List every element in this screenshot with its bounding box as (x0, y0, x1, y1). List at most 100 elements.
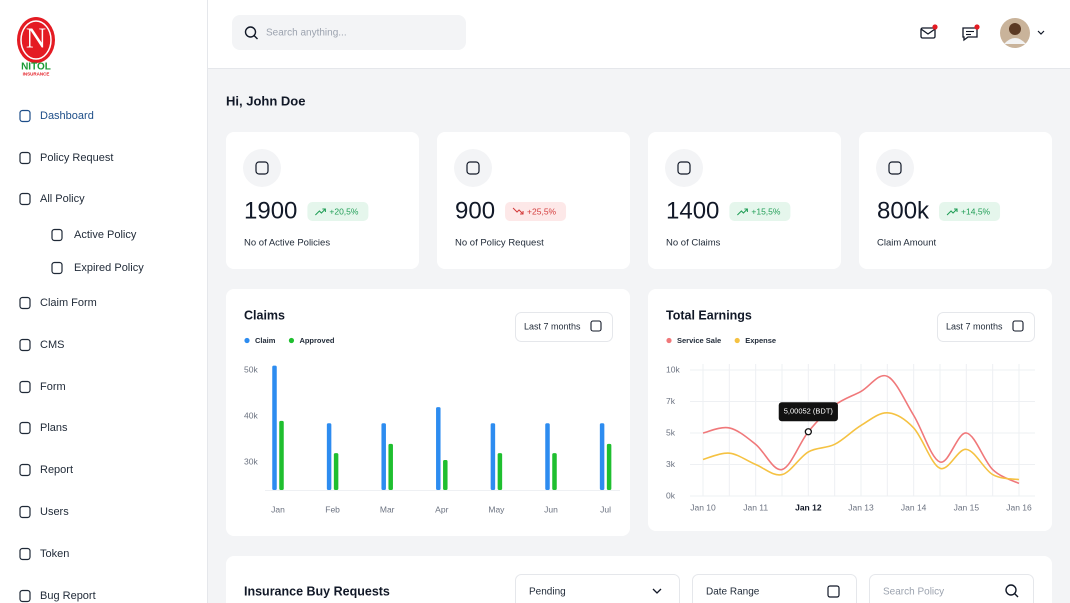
nav-icon (19, 505, 31, 519)
logo-mark: N (26, 23, 46, 54)
stat-value: 800k (877, 197, 930, 224)
dropdown-box (937, 312, 1035, 342)
nav-label: Form (40, 381, 66, 393)
series-line (702, 374, 1020, 485)
stat-value: 900 (455, 197, 495, 224)
notification-dot (932, 24, 938, 30)
nav-item[interactable]: Users (19, 505, 69, 519)
change-value: +25,5% (527, 206, 557, 216)
calendar-icon (590, 320, 602, 332)
nav-item[interactable]: All Policy (19, 192, 85, 206)
x-tick-label: Jan 13 (848, 502, 874, 512)
stat-value: 1900 (244, 197, 297, 224)
nav-item[interactable]: Report (19, 463, 73, 477)
nav-icon (19, 463, 31, 477)
nav-item[interactable]: CMS (19, 338, 64, 352)
bar (599, 423, 605, 490)
status-value: Pending (529, 587, 566, 598)
nav-icon (19, 547, 31, 561)
tooltip-point (804, 428, 812, 436)
nav-item[interactable]: Active Policy (51, 228, 137, 242)
change-value: +20,5% (329, 206, 359, 216)
x-tick-label: Apr (435, 504, 448, 514)
search-field (232, 15, 466, 50)
bar (606, 443, 612, 490)
trend-icon (737, 208, 748, 216)
nav-item[interactable]: Form (19, 380, 66, 394)
mail-button[interactable] (920, 24, 938, 39)
dropdown-box (692, 574, 857, 603)
mail-icon-flap (920, 28, 936, 35)
logo[interactable]: N NITOL INSURANCE (17, 17, 55, 77)
nav-icon (19, 589, 31, 603)
legend-marker (244, 337, 250, 344)
stat-icon (255, 161, 269, 175)
nav-icon (19, 421, 31, 435)
stat-label: No of Policy Request (455, 238, 544, 249)
stat-label: No of Claims (666, 238, 721, 249)
nav-item[interactable]: Dashboard (19, 109, 94, 123)
stat-icon-bg (243, 149, 281, 187)
search-icon (1005, 584, 1017, 596)
nav-item[interactable]: Plans (19, 421, 68, 435)
chevron (1037, 30, 1045, 35)
nav-item[interactable]: Expired Policy (51, 261, 144, 275)
bar (545, 423, 550, 490)
nav-label: Plans (40, 422, 68, 434)
nav-label: Report (40, 464, 73, 476)
search-icon-handle (1014, 593, 1019, 598)
legend-marker (288, 337, 295, 344)
nav-item[interactable]: Claim Form (19, 296, 97, 310)
tooltip-label: 5,00052 (BDT) (784, 407, 834, 416)
x-tick-label: Jan 11 (743, 502, 768, 512)
nav-item[interactable]: Token (19, 547, 69, 561)
nav-icon (19, 338, 31, 352)
series-line (702, 412, 1020, 481)
requests-title: Insurance Buy Requests (244, 584, 390, 598)
chat-button[interactable] (962, 24, 980, 42)
trend-icon (315, 208, 326, 216)
policy-search[interactable]: Search Policy (869, 574, 1034, 603)
y-tick-label: 3k (666, 459, 676, 469)
change-badge (307, 202, 369, 221)
nav-label: Users (40, 506, 69, 518)
nav-item[interactable]: Policy Request (19, 151, 113, 165)
earnings-card (648, 289, 1052, 531)
change-badge (505, 202, 567, 221)
nav-icon (51, 228, 63, 242)
logo-tagline: INSURANCE (23, 72, 50, 77)
nav-icon (19, 296, 31, 310)
legend-marker (734, 337, 740, 344)
y-tick-label: 10k (666, 364, 680, 374)
nav-label: Policy Request (40, 152, 113, 164)
stat-label: No of Active Policies (244, 238, 330, 249)
period-dropdown[interactable]: Last 7 months (515, 312, 613, 342)
profile-menu[interactable] (1000, 18, 1045, 48)
date-range-label: Date Range (706, 587, 760, 598)
nav-label: Dashboard (40, 110, 94, 122)
search-icon (244, 26, 257, 38)
stat-card: 900 +25,5% No of Policy Request (437, 132, 630, 269)
status-dropdown[interactable]: Pending (515, 574, 680, 603)
y-tick-label: 5k (666, 427, 676, 437)
stat-card: 800k +14,5% Claim Amount (859, 132, 1052, 269)
stat-icon (677, 161, 691, 175)
x-tick-label: Feb (325, 504, 340, 514)
nav-item[interactable]: Bug Report (19, 589, 96, 603)
search-box[interactable]: Search anything... (232, 15, 466, 50)
dropdown-box (515, 574, 680, 603)
y-tick-label: 50k (244, 364, 258, 374)
stat-icon-bg (876, 149, 914, 187)
stat-cards: 1900 +20,5% No of Active Policies 900 +25,5%… (226, 132, 1052, 269)
period-dropdown[interactable]: Last 7 months (937, 312, 1035, 342)
nav-label: Active Policy (74, 229, 137, 241)
date-range-picker[interactable]: Date Range (692, 574, 857, 603)
legend-marker (666, 337, 672, 344)
nav-label: Bug Report (40, 590, 96, 602)
legend-label: Claim (255, 336, 276, 345)
stat-label: Claim Amount (877, 238, 936, 249)
nav-label: Token (40, 548, 69, 560)
nav-label: Expired Policy (74, 262, 144, 274)
bar (436, 407, 441, 490)
